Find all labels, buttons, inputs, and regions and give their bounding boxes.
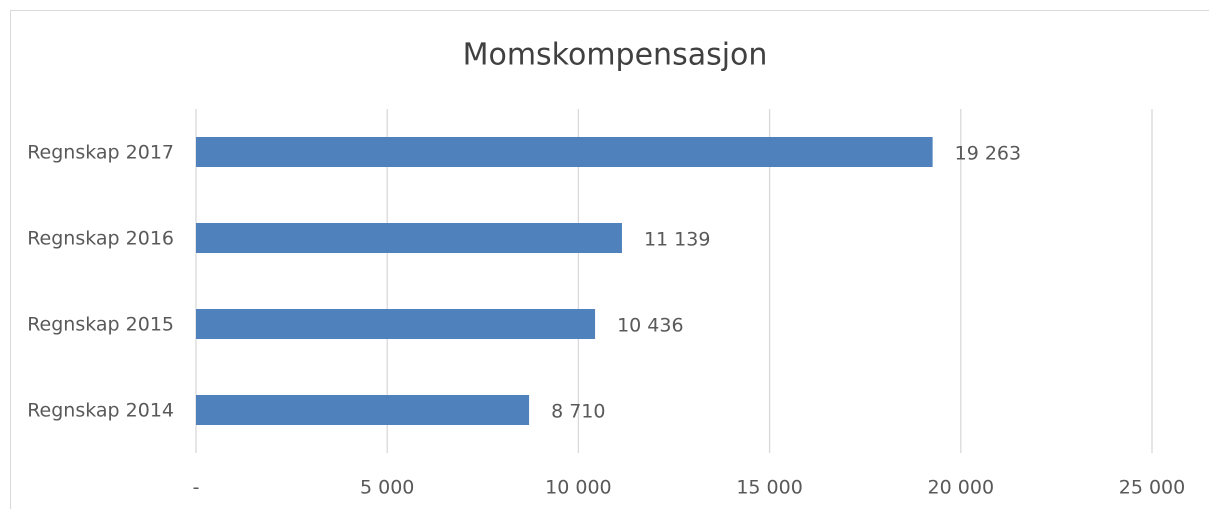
x-tick-label: - [193, 477, 200, 499]
y-tick-label: Regnskap 2014 [27, 400, 174, 422]
data-label: 10 436 [617, 315, 683, 337]
data-label: 19 263 [955, 143, 1021, 165]
x-tick-label: 15 000 [736, 477, 802, 499]
x-tick-label: 25 000 [1119, 477, 1185, 499]
data-label: 11 139 [644, 229, 710, 251]
x-tick-label: 20 000 [928, 477, 994, 499]
bar [196, 309, 596, 339]
x-tick-label: 5 000 [360, 477, 414, 499]
bar [196, 137, 933, 167]
y-tick-label: Regnskap 2016 [27, 228, 174, 250]
chart-title: Momskompensasjon [463, 38, 768, 73]
data-label: 8 710 [551, 401, 605, 423]
chart-border [10, 10, 1209, 509]
x-tick-label: 10 000 [545, 477, 611, 499]
bar [196, 223, 622, 253]
bar [196, 395, 530, 425]
y-tick-label: Regnskap 2017 [27, 142, 174, 164]
y-tick-label: Regnskap 2015 [27, 314, 174, 336]
